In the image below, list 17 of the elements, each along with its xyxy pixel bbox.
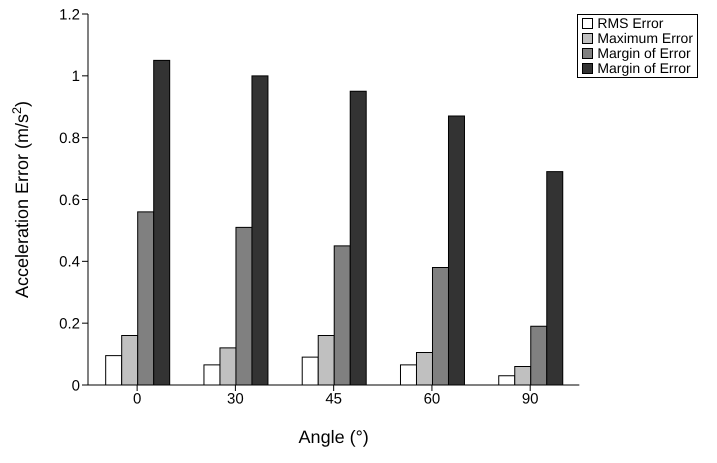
y-tick-label: 1 [72,68,80,86]
x-tick-label: 60 [424,390,440,408]
x-axis-title: Angle (°) [298,427,369,447]
legend-label: Margin of Error [597,60,691,76]
x-tick-label: 45 [325,390,342,408]
legend-label: RMS Error [597,15,664,31]
y-tick-label: 0.6 [59,192,80,209]
y-tick-label: 0 [72,377,80,394]
x-tick-label: 90 [522,390,539,408]
y-tick-label: 0.2 [59,315,80,332]
legend-label: Margin of Error [597,45,691,61]
y-tick-label: 1.2 [59,6,80,24]
x-tick-label: 30 [227,390,244,408]
y-tick-label: 0.8 [59,130,80,147]
legend-label: Maximum Error [597,30,693,46]
y-tick-label: 0.4 [59,254,80,271]
x-tick-label: 0 [132,390,142,408]
